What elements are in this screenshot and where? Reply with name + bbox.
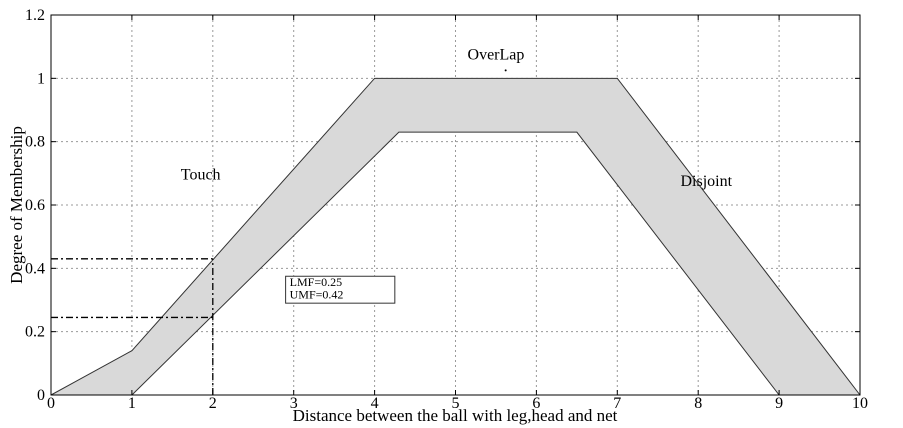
x-tick-label: 2 bbox=[209, 395, 217, 412]
value-label: LMF=0.25 bbox=[290, 275, 342, 289]
y-tick-label: 0.2 bbox=[25, 324, 45, 341]
area-layer bbox=[50, 77, 861, 396]
value-label: UMF=0.42 bbox=[290, 287, 344, 301]
y-tick-label: 1.2 bbox=[25, 7, 45, 24]
x-tick-label: 3 bbox=[290, 395, 298, 412]
region-label: Touch bbox=[181, 167, 221, 184]
reference-lines bbox=[51, 258, 214, 395]
y-tick-label: 0.6 bbox=[25, 197, 45, 214]
x-tick-label: 6 bbox=[532, 395, 540, 412]
uncertainty-band bbox=[51, 78, 860, 395]
y-tick-label: 0 bbox=[37, 387, 45, 404]
y-tick-label: 1 bbox=[37, 70, 45, 87]
plot-frame bbox=[50, 14, 861, 396]
y-axis-label: Degree of Membership bbox=[7, 126, 26, 284]
x-tick-label: 8 bbox=[694, 395, 702, 412]
x-axis-label: Distance between the ball with leg,head … bbox=[293, 406, 618, 425]
axes-frame bbox=[50, 14, 861, 396]
value-box bbox=[285, 275, 396, 304]
lower-membership-line bbox=[131, 131, 780, 396]
region-label: Disjoint bbox=[681, 173, 733, 190]
x-tick-label: 1 bbox=[128, 395, 136, 412]
x-tick-label: 5 bbox=[452, 395, 460, 412]
tick-labels: 0 1 2 3 4 5 6 7 8 9 10 0 0.2 0.4 0.6 0.8 1 1.2 bbox=[25, 7, 868, 412]
y-tick-label: 0.8 bbox=[25, 134, 45, 151]
marker-dot bbox=[504, 69, 507, 72]
x-tick-label: 0 bbox=[47, 395, 55, 412]
x-tick-label: 4 bbox=[371, 395, 379, 412]
x-tick-label: 10 bbox=[852, 395, 868, 412]
y-tick-label: 0.4 bbox=[25, 260, 45, 277]
x-tick-label: 7 bbox=[613, 395, 621, 412]
region-label: OverLap bbox=[468, 46, 525, 63]
x-tick-label: 9 bbox=[775, 395, 783, 412]
upper-membership-line bbox=[50, 77, 861, 396]
